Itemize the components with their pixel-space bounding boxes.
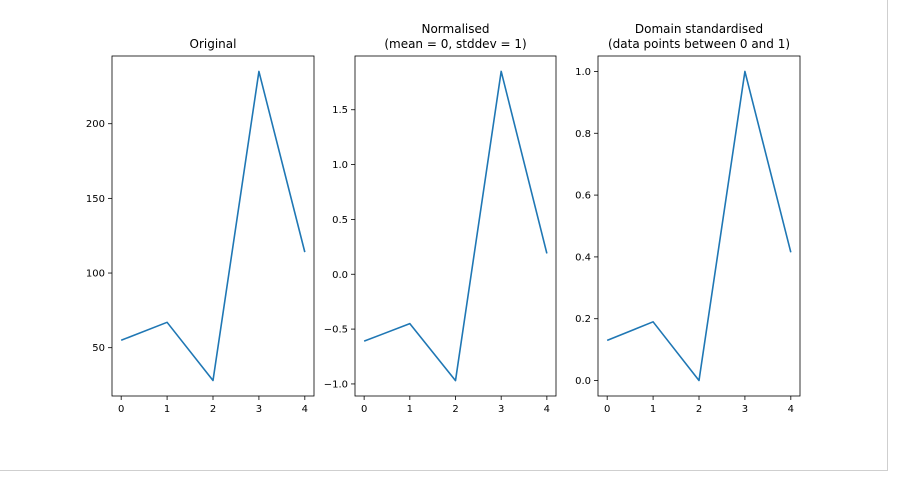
axes-frame — [597, 55, 801, 397]
x-tick-label: 2 — [452, 404, 458, 415]
x-tick-label: 3 — [742, 404, 748, 415]
y-tick-label: 100 — [86, 269, 105, 280]
axes-frame — [111, 55, 315, 397]
figure-frame — [0, 0, 888, 471]
y-tick-label: 150 — [86, 194, 105, 205]
x-tick-label: 2 — [210, 404, 216, 415]
x-tick-label: 0 — [361, 404, 367, 415]
axes-frame — [354, 55, 557, 397]
x-tick-label: 4 — [302, 404, 308, 415]
y-tick-label: −0.5 — [324, 325, 348, 336]
subplot-2: 0 1 2 3 4 −1.0 −0.5 0.0 0.5 1.0 1.5 Normalised(mean… — [324, 22, 557, 415]
subplot-title: (mean = 0, stddev = 1) — [384, 37, 526, 51]
x-tick-label: 0 — [118, 404, 124, 415]
subplot-3: 0 1 2 3 4 0.0 0.2 0.4 0.6 0.8 1.0 Domain standardis… — [575, 22, 801, 415]
y-tick-label: 50 — [92, 343, 105, 354]
x-tick-label: 1 — [164, 404, 170, 415]
y-tick-label: −1.0 — [324, 379, 348, 390]
subplot-title: Normalised — [421, 22, 489, 36]
series-line — [363, 70, 548, 382]
subplot-1: 0 1 2 3 4 50 100 150 200 Original — [86, 37, 315, 415]
y-tick-label: 1.0 — [575, 67, 591, 78]
x-tick-label: 0 — [604, 404, 610, 415]
x-tick-label: 3 — [498, 404, 504, 415]
y-tick-label: 0.0 — [332, 270, 348, 281]
x-tick-label: 1 — [650, 404, 656, 415]
x-tick-label: 4 — [788, 404, 794, 415]
subplot-title: (data points between 0 and 1) — [608, 37, 790, 51]
y-tick-label: 0.6 — [575, 191, 591, 202]
y-tick-label: 0.8 — [575, 129, 591, 140]
y-tick-label: 0.4 — [575, 252, 591, 263]
x-tick-label: 1 — [407, 404, 413, 415]
y-tick-label: 0.5 — [332, 215, 348, 226]
subplot-title: Domain standardised — [635, 22, 763, 36]
subplot-title: Original — [190, 37, 237, 51]
y-tick-label: 200 — [86, 119, 105, 130]
x-tick-label: 2 — [696, 404, 702, 415]
series-line — [120, 70, 306, 382]
y-tick-label: 0.2 — [575, 314, 591, 325]
y-tick-label: 1.5 — [332, 105, 348, 116]
x-tick-label: 4 — [544, 404, 550, 415]
x-tick-label: 3 — [256, 404, 262, 415]
y-tick-label: 1.0 — [332, 160, 348, 171]
series-line — [606, 70, 792, 382]
y-tick-label: 0.0 — [575, 376, 591, 387]
